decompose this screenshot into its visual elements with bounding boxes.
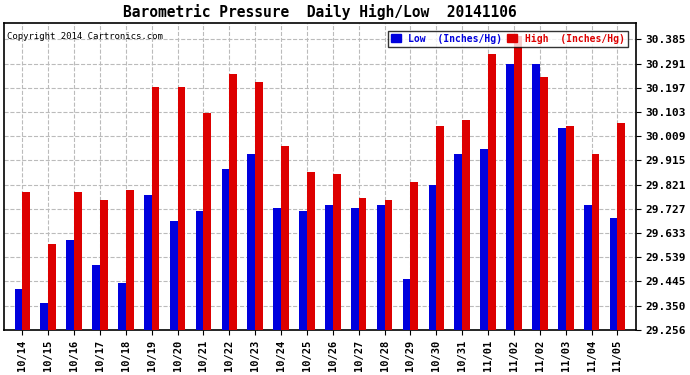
Bar xyxy=(152,87,159,330)
Bar xyxy=(255,82,263,330)
Bar xyxy=(558,128,566,330)
Bar xyxy=(41,303,48,330)
Bar xyxy=(377,206,384,330)
Bar xyxy=(540,77,548,330)
Bar xyxy=(488,54,496,330)
Bar xyxy=(248,154,255,330)
Bar xyxy=(66,240,74,330)
Legend: Low  (Inches/Hg), High  (Inches/Hg): Low (Inches/Hg), High (Inches/Hg) xyxy=(388,31,628,46)
Bar xyxy=(221,170,229,330)
Bar xyxy=(204,113,211,330)
Bar xyxy=(618,123,625,330)
Bar xyxy=(92,264,100,330)
Bar xyxy=(126,190,134,330)
Bar xyxy=(384,200,393,330)
Bar xyxy=(14,289,22,330)
Bar xyxy=(144,195,152,330)
Bar xyxy=(610,218,618,330)
Bar xyxy=(506,64,514,330)
Bar xyxy=(403,279,411,330)
Bar xyxy=(118,282,126,330)
Bar xyxy=(100,200,108,330)
Bar xyxy=(455,154,462,330)
Bar xyxy=(177,87,186,330)
Bar xyxy=(273,208,281,330)
Bar xyxy=(411,182,418,330)
Bar xyxy=(48,244,56,330)
Bar xyxy=(480,149,488,330)
Bar xyxy=(591,154,600,330)
Text: Copyright 2014 Cartronics.com: Copyright 2014 Cartronics.com xyxy=(8,32,164,41)
Bar xyxy=(74,192,82,330)
Bar xyxy=(299,210,307,330)
Bar xyxy=(436,126,444,330)
Bar xyxy=(351,208,359,330)
Bar xyxy=(584,206,591,330)
Bar xyxy=(229,74,237,330)
Bar xyxy=(196,210,204,330)
Bar xyxy=(359,198,366,330)
Bar xyxy=(428,185,436,330)
Bar xyxy=(462,120,470,330)
Bar xyxy=(333,174,341,330)
Bar xyxy=(566,126,573,330)
Bar xyxy=(281,146,289,330)
Title: Barometric Pressure  Daily High/Low  20141106: Barometric Pressure Daily High/Low 20141… xyxy=(123,4,517,20)
Bar xyxy=(325,206,333,330)
Bar xyxy=(514,36,522,330)
Bar xyxy=(22,192,30,330)
Bar xyxy=(532,64,540,330)
Bar xyxy=(170,221,177,330)
Bar xyxy=(307,172,315,330)
